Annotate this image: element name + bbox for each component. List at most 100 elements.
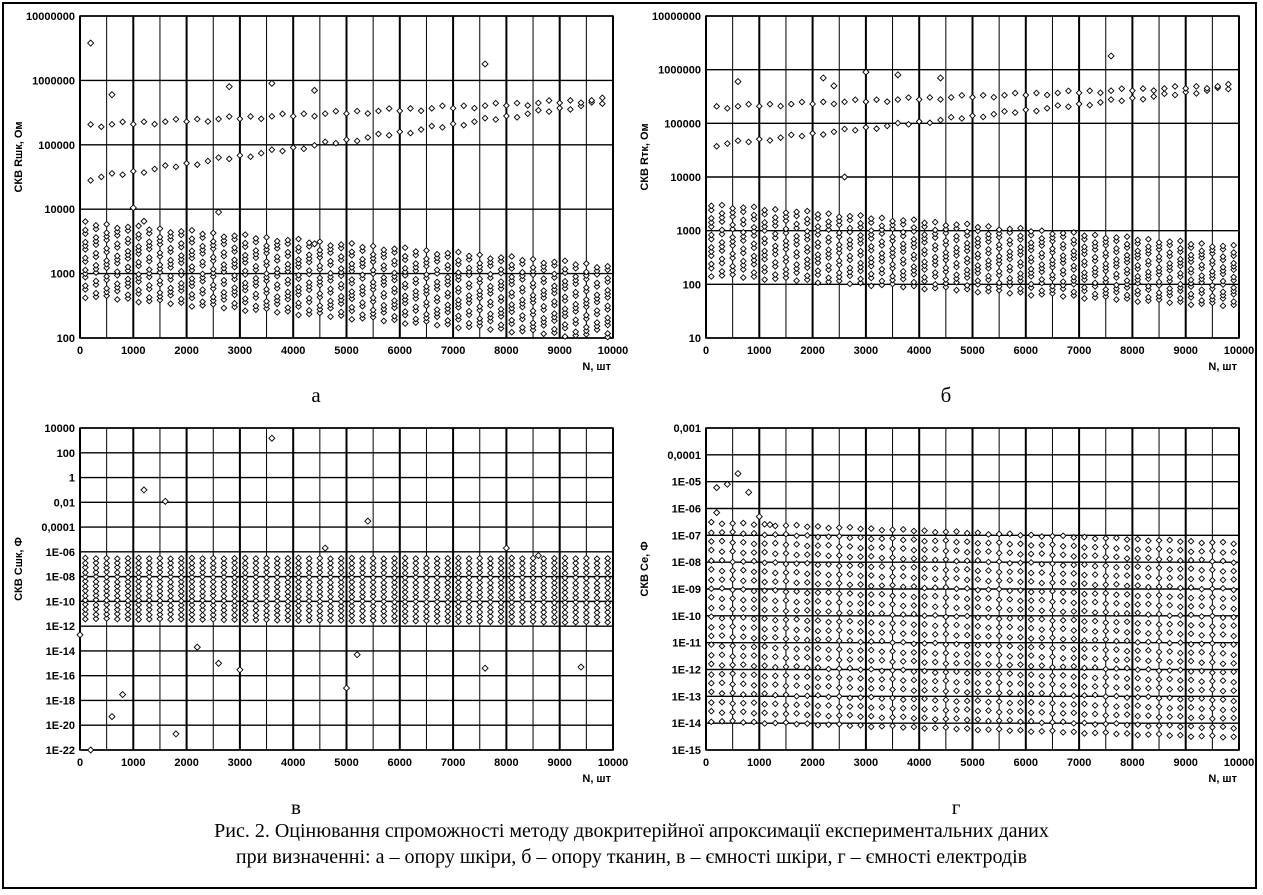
data-point — [707, 252, 715, 260]
data-point — [550, 599, 558, 607]
data-point — [910, 610, 918, 618]
data-point — [867, 215, 875, 223]
data-point — [1102, 589, 1110, 597]
data-point — [1080, 561, 1088, 568]
data-point — [1134, 693, 1142, 701]
data-point — [1134, 685, 1142, 693]
data-point — [761, 206, 769, 214]
data-point — [412, 287, 420, 295]
data-point — [953, 271, 960, 279]
data-point — [129, 167, 137, 175]
data-point — [337, 569, 345, 576]
data-point — [391, 578, 398, 586]
data-point — [508, 265, 516, 272]
data-point — [518, 296, 526, 304]
data-point — [529, 603, 537, 611]
data-point — [572, 280, 580, 288]
data-point — [177, 574, 185, 581]
data-point — [167, 569, 175, 577]
data-point — [524, 102, 532, 109]
data-point — [188, 564, 196, 571]
data-point — [1166, 536, 1174, 544]
data-point — [145, 254, 153, 261]
data-point — [241, 239, 249, 247]
data-point — [926, 94, 934, 101]
data-point — [921, 537, 928, 545]
data-point — [295, 283, 302, 291]
data-point — [750, 624, 758, 632]
data-point — [1038, 643, 1046, 651]
data-point — [793, 269, 801, 277]
data-point — [518, 276, 526, 283]
data-point — [942, 575, 950, 583]
data-point — [593, 279, 601, 287]
data-point — [1080, 272, 1088, 280]
data-point — [857, 694, 865, 701]
data-point — [936, 74, 945, 82]
data-point — [156, 611, 164, 618]
data-point — [990, 110, 998, 118]
data-point — [718, 614, 726, 622]
data-point — [1102, 260, 1110, 268]
data-point — [1006, 614, 1014, 622]
data-point — [1139, 95, 1147, 103]
data-point — [273, 573, 281, 581]
data-point — [1176, 244, 1184, 252]
data-point — [348, 598, 356, 605]
data-point — [604, 302, 612, 310]
data-point — [814, 522, 822, 530]
data-point — [305, 270, 313, 278]
data-point — [1187, 584, 1195, 591]
data-point — [273, 616, 281, 624]
data-point — [750, 244, 758, 252]
y-tick-label: 1E-09 — [672, 584, 701, 596]
data-point — [1166, 555, 1174, 563]
data-point — [1006, 568, 1014, 576]
data-point — [1155, 675, 1163, 683]
data-point — [359, 287, 366, 294]
data-point — [572, 614, 580, 622]
data-point — [803, 720, 811, 728]
data-point — [540, 314, 548, 322]
data-point — [572, 559, 580, 567]
data-point — [188, 578, 196, 585]
data-point — [476, 564, 484, 572]
data-point — [199, 277, 207, 285]
data-point — [931, 218, 939, 226]
data-point — [518, 589, 526, 597]
data-point — [1091, 729, 1099, 737]
data-point — [846, 570, 854, 578]
figure-caption: Рис. 2. Оцінювання спроможності методу д… — [0, 818, 1263, 870]
data-point — [899, 228, 907, 236]
data-point — [87, 176, 95, 184]
y-tick-label: 1E-18 — [46, 695, 75, 707]
data-point — [761, 567, 769, 575]
data-point — [343, 110, 350, 118]
data-point — [231, 232, 239, 240]
data-point — [252, 247, 260, 254]
data-point — [1176, 639, 1184, 647]
data-point — [103, 236, 111, 244]
data-point — [380, 593, 388, 601]
data-point — [814, 255, 822, 263]
data-point — [873, 125, 880, 133]
data-point — [561, 324, 569, 332]
data-point — [1049, 587, 1056, 595]
data-point — [604, 594, 612, 602]
data-point — [124, 239, 132, 247]
data-point — [953, 715, 960, 722]
data-point — [846, 212, 854, 220]
data-point — [974, 254, 982, 262]
data-point — [1219, 687, 1227, 695]
data-point — [857, 591, 865, 599]
data-point — [1144, 297, 1152, 305]
data-point — [305, 597, 313, 605]
data-point — [582, 603, 590, 611]
data-point — [1176, 565, 1184, 573]
data-point — [124, 568, 132, 576]
x-tick-label: 6000 — [1014, 757, 1038, 769]
data-point — [231, 554, 239, 562]
data-point — [1080, 599, 1088, 606]
data-point — [1017, 625, 1024, 632]
data-point — [995, 698, 1003, 705]
